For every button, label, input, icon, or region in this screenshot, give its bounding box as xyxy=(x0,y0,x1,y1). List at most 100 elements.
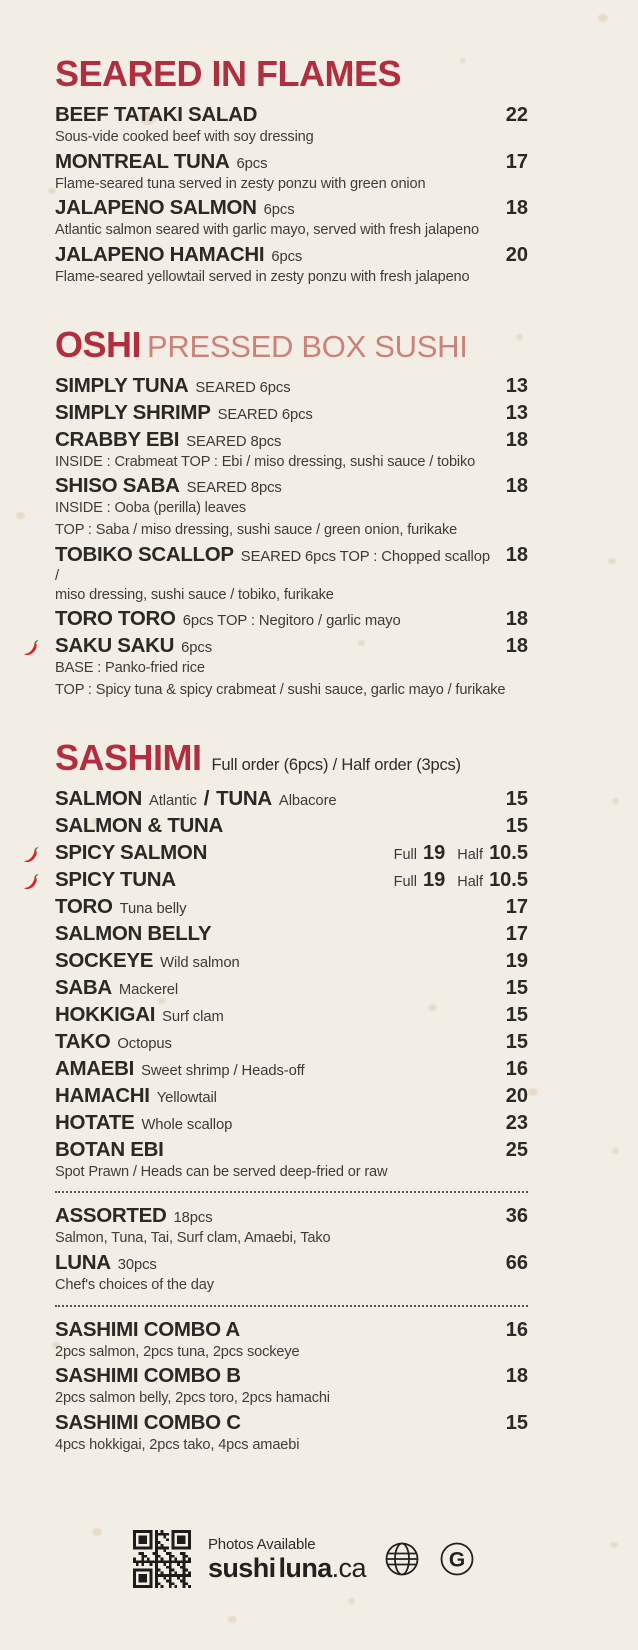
site-block: Photos Available sushi luna.ca xyxy=(208,1536,366,1582)
item-name: BOTAN EBI xyxy=(55,1138,492,1162)
item-description: TOP : Saba / miso dressing, sushi sauce … xyxy=(55,522,458,539)
item-price: Full 19 Half 10.5 xyxy=(394,869,528,892)
menu-item: SASHIMI COMBO B 18 2pcs salmon belly, 2pcs… xyxy=(55,1364,528,1408)
half-order-price: 10.5 xyxy=(489,841,528,864)
menu-item-line: AMAEBI Sweet shrimp / Heads-off 16 xyxy=(55,1057,528,1081)
item-name: HAMACHI Yellowtail xyxy=(55,1084,492,1108)
dotted-divider xyxy=(55,1304,528,1307)
menu-item-line: CRABBY EBI SEARED 8pcs 18 xyxy=(55,427,528,452)
item-name-detail: SEARED 6pcs xyxy=(195,379,291,396)
item-price: 15 xyxy=(505,1030,528,1053)
qr-code xyxy=(133,1530,191,1588)
item-name-detail: 6pcs TOP : Negitoro / garlic mayo xyxy=(182,613,401,630)
site-part-luna: luna xyxy=(278,1553,333,1583)
section-title-text: SASHIMI xyxy=(55,736,202,778)
item-name-text: TUNA xyxy=(216,786,272,810)
menu-item: AMAEBI Sweet shrimp / Heads-off 16 xyxy=(55,1057,528,1081)
item-name: SIMPLY TUNA SEARED 6pcs xyxy=(55,374,492,398)
site-part-sushi: sushi xyxy=(208,1553,276,1583)
item-price: 18 xyxy=(505,608,528,631)
globe-icon[interactable] xyxy=(383,1540,421,1578)
item-price: 15 xyxy=(505,1411,528,1434)
photos-available-label: Photos Available xyxy=(208,1536,316,1553)
item-description: TOP : Spicy tuna & spicy crabmeat / sush… xyxy=(55,681,506,698)
menu-item: SOCKEYE Wild salmon 19 xyxy=(55,949,528,973)
menu-item-line: TORO Tuna belly 17 xyxy=(55,894,528,919)
menu-item-line: TORO TORO 6pcs TOP : Negitoro / garlic ma… xyxy=(55,607,528,631)
menu-item: BEEF TATAKI SALAD 22 Sous-vide cooked beef… xyxy=(55,103,528,147)
item-price: 17 xyxy=(505,922,528,945)
full-order-price: 19 xyxy=(423,868,446,891)
menu-item: SPICY TUNA Full 19 Half 10.5 xyxy=(24,868,528,892)
item-price: 18 xyxy=(505,428,528,451)
item-name: SHISO SABA SEARED 8pcs xyxy=(55,474,492,498)
website-url[interactable]: sushi luna.ca xyxy=(208,1555,366,1582)
item-name-detail: 18pcs xyxy=(173,1210,213,1227)
item-name-text: MONTREAL TUNA xyxy=(55,149,230,173)
item-description: INSIDE : Crabmeat TOP : Ebi / miso dress… xyxy=(55,453,476,470)
svg-text:G: G xyxy=(449,1549,465,1572)
item-name: SASHIMI COMBO B xyxy=(55,1364,492,1388)
item-name: JALAPENO HAMACHI 6pcs xyxy=(55,243,492,267)
item-name: SALMON Atlantic / TUNA Albacore xyxy=(55,786,492,811)
menu-item: SALMON Atlantic / TUNA Albacore 15 xyxy=(55,786,528,811)
item-name-detail: Wild salmon xyxy=(160,954,240,971)
item-price: 16 xyxy=(505,1318,528,1341)
menu-item-line: SHISO SABA SEARED 8pcs 18 xyxy=(55,474,528,498)
item-name: SPICY SALMON xyxy=(55,841,380,865)
dotted-divider xyxy=(55,1191,528,1194)
menu-item: SALMON & TUNA 15 xyxy=(55,813,528,838)
menu-item: SALMON BELLY 17 xyxy=(55,922,528,946)
item-description: BASE : Panko-fried rice xyxy=(55,660,205,677)
item-price: 36 xyxy=(505,1205,528,1228)
item-price: 13 xyxy=(505,401,528,424)
menu-item-line: BOTAN EBI 25 xyxy=(55,1138,528,1162)
menu-item-line: TOBIKO SCALLOP SEARED 6pcs TOP : Chopped … xyxy=(55,543,528,585)
item-name-text: CRABBY EBI xyxy=(55,427,180,451)
item-price: 17 xyxy=(505,150,528,173)
item-name-detail: 6pcs xyxy=(181,640,213,657)
item-description: INSIDE : Ooba (perilla) leaves xyxy=(55,500,246,517)
item-price: 22 xyxy=(505,104,528,126)
item-description: Atlantic salmon seared with garlic mayo,… xyxy=(55,222,479,239)
menu-item-line: SALMON BELLY 17 xyxy=(55,922,528,946)
item-name: ASSORTED 18pcs xyxy=(55,1204,492,1228)
item-name: SASHIMI COMBO C xyxy=(55,1411,492,1435)
item-name-detail: 30pcs xyxy=(117,1256,157,1273)
item-price: 13 xyxy=(505,374,528,397)
section-title-text: OSHI xyxy=(55,323,142,365)
item-name-detail: 6pcs xyxy=(263,202,295,219)
menu-item-line: JALAPENO HAMACHI 6pcs 20 xyxy=(55,243,528,267)
item-name: SAKU SAKU 6pcs xyxy=(55,634,492,658)
half-order-label: Half xyxy=(457,873,484,890)
menu-item: LUNA 30pcs 66 Chef's choices of the day xyxy=(55,1250,528,1295)
item-name-text: SALMON & TUNA xyxy=(55,813,224,837)
menu-item-line: LUNA 30pcs 66 xyxy=(55,1250,528,1275)
full-order-label: Full xyxy=(393,846,418,863)
item-description: Spot Prawn / Heads can be served deep-fr… xyxy=(55,1163,388,1180)
menu-item: SIMPLY SHRIMP SEARED 6pcs 13 xyxy=(55,401,528,425)
item-price: 18 xyxy=(505,1365,528,1388)
menu-item-line: SAKU SAKU 6pcs 18 xyxy=(24,634,528,658)
menu-item: JALAPENO HAMACHI 6pcs 20 Flame-seared yello… xyxy=(55,243,528,287)
menu-item: SPICY SALMON Full 19 Half 10.5 xyxy=(24,841,528,865)
item-price: 18 xyxy=(505,635,528,658)
item-name-text: LUNA xyxy=(55,1250,111,1274)
item-name-text: SABA xyxy=(55,975,112,999)
google-icon[interactable]: G xyxy=(438,1540,476,1578)
item-name-text: / xyxy=(203,786,210,810)
item-name-text: TORO xyxy=(55,894,113,918)
item-name-text: HOTATE xyxy=(55,1110,135,1134)
item-name: SOCKEYE Wild salmon xyxy=(55,949,492,973)
item-description: Salmon, Tuna, Tai, Surf clam, Amaebi, Ta… xyxy=(55,1230,331,1247)
item-name-detail: Tuna belly xyxy=(119,900,187,917)
item-name-text: SAKU SAKU xyxy=(55,634,175,658)
menu-item: MONTREAL TUNA 6pcs 17 Flame-seared tuna ser… xyxy=(55,149,528,194)
item-description: Flame-seared tuna served in zesty ponzu … xyxy=(55,175,426,192)
menu-item: BOTAN EBI 25 Spot Prawn / Heads can be ser… xyxy=(55,1138,528,1182)
section-title: SEARED IN FLAMES xyxy=(55,56,528,92)
item-name: MONTREAL TUNA 6pcs xyxy=(55,149,492,174)
item-name: AMAEBI Sweet shrimp / Heads-off xyxy=(55,1057,492,1081)
item-name-detail: SEARED 6pcs TOP : Chopped scallop / xyxy=(55,548,491,584)
